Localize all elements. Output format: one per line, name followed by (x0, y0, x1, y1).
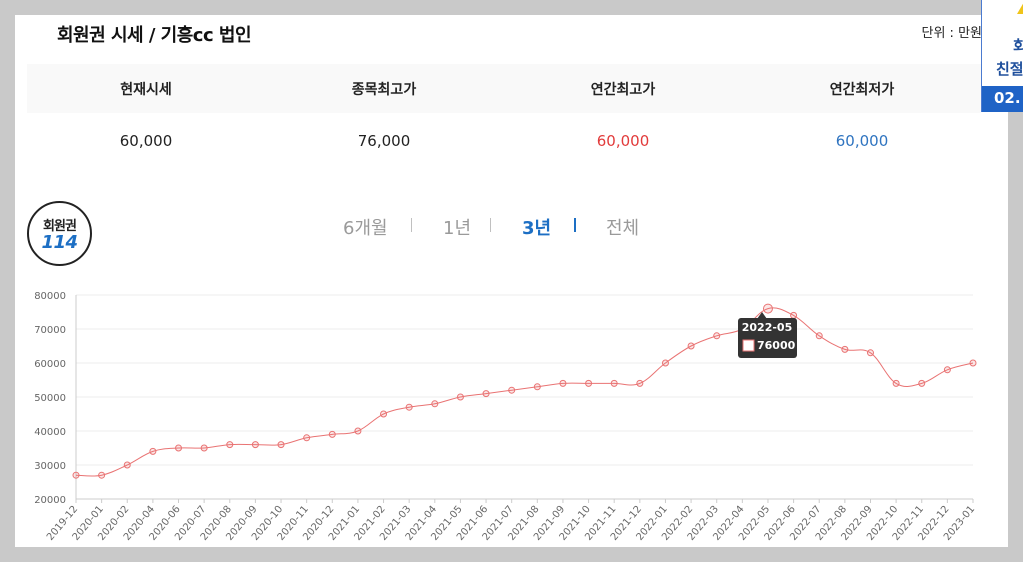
data-point (892, 379, 900, 387)
data-point (815, 332, 823, 340)
data-point (687, 342, 695, 350)
data-point (251, 441, 259, 449)
side-banner-phone: 02. (982, 86, 1023, 112)
data-point (98, 471, 106, 479)
side-banner-text-1: 회 (1013, 37, 1023, 55)
data-point (918, 379, 926, 387)
stat-header-all-time-high: 종목최고가 (351, 82, 417, 98)
data-point (72, 471, 80, 479)
stat-header-year-high: 연간최고가 (590, 82, 656, 98)
range-tab-6-months[interactable]: 6개월 (343, 218, 388, 239)
tooltip-swatch (742, 339, 755, 352)
range-separator (490, 218, 491, 232)
data-point (149, 447, 157, 455)
side-banner[interactable]: 회 친절 02. (981, 0, 1023, 112)
unit-label: 단위 : 만원 (921, 26, 983, 41)
y-tick-label: 30000 (34, 461, 66, 472)
data-point (482, 390, 490, 398)
data-point (661, 359, 669, 367)
data-point (762, 303, 773, 314)
y-tick-label: 60000 (34, 359, 66, 370)
data-point (456, 393, 464, 401)
logo-text-top: 회원권 (43, 219, 77, 234)
data-point (431, 400, 439, 408)
data-point (405, 403, 413, 411)
data-point (226, 441, 234, 449)
data-point (559, 379, 567, 387)
data-point (713, 332, 721, 340)
stats-header-row: 현재시세 종목최고가 연간최고가 연간최저가 (27, 64, 981, 113)
data-point (841, 345, 849, 353)
side-banner-text-2: 친절 (996, 60, 1023, 78)
stat-header-year-low: 연간최저가 (829, 82, 895, 98)
data-point (508, 386, 516, 394)
data-point (328, 430, 336, 438)
data-point (636, 379, 644, 387)
price-card: 회원권 시세 / 기흥cc 법인 단위 : 만원 현재시세 종목최고가 연간최고… (15, 15, 1008, 547)
range-separator (411, 218, 412, 232)
data-point (790, 311, 798, 319)
data-point (303, 434, 311, 442)
data-point (380, 410, 388, 418)
stat-value-year-high: 60,000 (596, 132, 650, 150)
range-tab-all[interactable]: 전체 (606, 218, 640, 239)
stat-value-all-time-high: 76,000 (357, 132, 411, 150)
membership-114-logo: 회원권 114 (27, 201, 92, 266)
range-tab-1-year[interactable]: 1년 (443, 218, 472, 239)
y-tick-label: 50000 (34, 393, 66, 404)
data-point (123, 461, 131, 469)
y-tick-label: 40000 (34, 427, 66, 438)
warning-icon (1017, 2, 1023, 14)
logo-text-bottom: 114 (41, 232, 78, 253)
data-point (200, 444, 208, 452)
tooltip-date: 2022-05 (742, 321, 793, 334)
data-point (969, 359, 977, 367)
data-point (943, 366, 951, 374)
y-tick-label: 80000 (34, 291, 66, 302)
stat-value-year-low: 60,000 (835, 132, 889, 150)
data-point (866, 349, 874, 357)
data-point (533, 383, 541, 391)
y-tick-label: 70000 (34, 325, 66, 336)
range-separator-active (574, 218, 576, 232)
page-title: 회원권 시세 / 기흥cc 법인 (57, 25, 252, 46)
series-line (75, 307, 974, 477)
data-point (175, 444, 183, 452)
data-point (277, 441, 285, 449)
stat-value-current: 60,000 (119, 132, 173, 150)
stat-header-current: 현재시세 (120, 82, 172, 98)
tooltip-arrow (757, 312, 767, 319)
tooltip-value: 76000 (757, 339, 796, 352)
range-tab-3-years[interactable]: 3년 (522, 218, 552, 239)
data-point (610, 379, 618, 387)
y-tick-label: 20000 (34, 495, 66, 506)
data-point (585, 379, 593, 387)
data-point (354, 427, 362, 435)
chart-tooltip: 2022-05 76000 (738, 312, 797, 358)
